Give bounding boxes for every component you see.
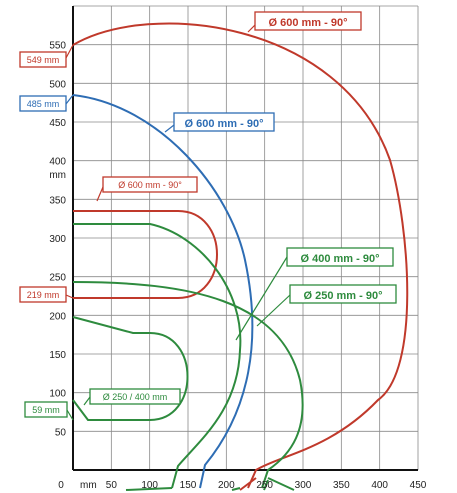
- annotation-text: Ø 250 / 400 mm: [103, 392, 168, 402]
- x-tick-label: 0: [58, 480, 64, 491]
- annotation-box: [289, 284, 397, 304]
- leader-blue: [164, 124, 175, 133]
- annotation-box: [24, 401, 68, 418]
- x-tick-label: mm: [80, 480, 97, 491]
- leader-red-outer: [247, 24, 256, 33]
- y-tick-label: 450: [49, 118, 66, 129]
- x-tick-label: 100: [141, 480, 158, 491]
- annotation-text: Ø 250 mm - 90°: [304, 290, 383, 302]
- series-green-loop: [72, 316, 189, 421]
- y-tick-label: 50: [55, 427, 67, 438]
- annotation-box: [102, 176, 198, 193]
- annotation-box: [19, 286, 67, 303]
- annotation-box: [89, 388, 181, 405]
- annotation-text: Ø 600 mm - 90°: [118, 180, 182, 190]
- leader-red-loop: [96, 186, 104, 202]
- y-tick-label: 100: [49, 389, 66, 400]
- leader-loop-green: [83, 396, 91, 406]
- annotation-box: [173, 112, 275, 132]
- annotation-text: 485 mm: [27, 99, 60, 109]
- y-tick-label: 400: [49, 157, 66, 168]
- x-tick-label: 350: [333, 480, 350, 491]
- x-tick-label: 250: [256, 480, 273, 491]
- series-red-outer-curve: [72, 22, 409, 489]
- curves: [72, 22, 409, 491]
- axes: [72, 6, 418, 471]
- annotation-text: Ø 400 mm - 90°: [301, 253, 380, 265]
- x-tick-label: 50: [106, 480, 118, 491]
- tick-labels: 0 mm 50 100 150 200 250 300 350 400 450 550 500 450 40…: [49, 41, 426, 491]
- y-tick-label: 500: [49, 79, 66, 90]
- y-tick-label: 550: [49, 41, 66, 52]
- annotation-text: Ø 600 mm - 90°: [185, 118, 264, 130]
- annotation-text: 549 mm: [27, 55, 60, 65]
- leader-219: [65, 294, 74, 299]
- annotation-text: 219 mm: [27, 290, 60, 300]
- x-tick-label: 300: [295, 480, 312, 491]
- leader-549: [65, 44, 74, 59]
- leader-59: [66, 409, 74, 421]
- x-tick-label: 400: [371, 480, 388, 491]
- leader-485: [65, 94, 74, 105]
- y-tick-label: 250: [49, 273, 66, 284]
- series-blue-curve: [72, 94, 254, 489]
- annotation-text: 59 mm: [32, 405, 60, 415]
- x-tick-label: 150: [180, 480, 197, 491]
- y-tick-label: 150: [49, 350, 66, 361]
- x-tick-label: 200: [218, 480, 235, 491]
- annotation-text: Ø 600 mm - 90°: [269, 17, 348, 29]
- series-green-250-curve: [72, 281, 304, 489]
- series-bottom-stubs: [125, 487, 241, 491]
- leader-400: [235, 256, 288, 341]
- y-tick-label: mm: [49, 170, 66, 181]
- y-tick-label: 200: [49, 311, 66, 322]
- annotation-box: [254, 11, 362, 31]
- annotation-box: [19, 51, 67, 68]
- annotation-labels: 549 mm 485 mm 219 mm 59 mm Ø 600 mm - 90° Ø 6…: [19, 11, 397, 421]
- leader-250: [256, 294, 291, 327]
- y-tick-label: 300: [49, 234, 66, 245]
- series-red-loop: [73, 210, 218, 299]
- series-bottom-stub-red: [239, 477, 257, 491]
- series-bottom-stub-green2: [263, 477, 295, 491]
- y-tick-label: 350: [49, 195, 66, 206]
- series-green-400-curve: [73, 223, 242, 489]
- x-tick-label: 450: [410, 480, 427, 491]
